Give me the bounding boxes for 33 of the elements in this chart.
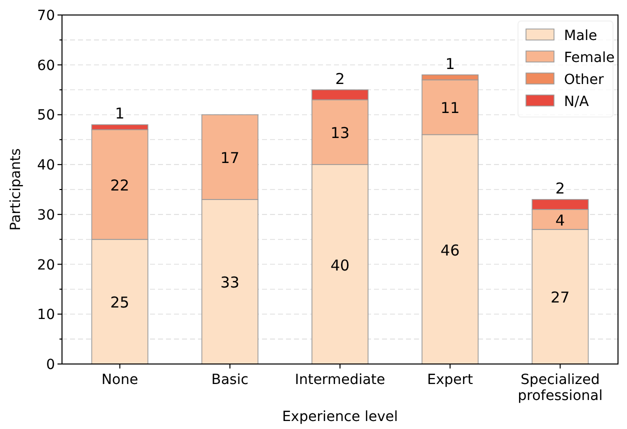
data-label: 1 [445, 54, 455, 73]
y-axis-title: Participants [8, 148, 24, 231]
data-label: 2 [555, 179, 565, 198]
x-tick-label: Specialized professional [518, 372, 603, 404]
legend-label: N/A [564, 94, 590, 110]
data-label: 27 [550, 288, 570, 307]
data-label: 33 [220, 274, 240, 292]
legend-label: Female [564, 50, 615, 66]
data-label: 40 [330, 256, 350, 274]
data-label: 22 [110, 176, 130, 195]
x-tick-label: Basic [211, 372, 248, 388]
y-tick-label: 0 [46, 357, 55, 373]
data-label: 46 [440, 241, 460, 260]
data-label: 2 [335, 70, 345, 88]
x-axis-title: Experience level [282, 409, 398, 425]
y-tick-label: 70 [37, 8, 55, 24]
y-tick-label: 10 [37, 307, 55, 324]
data-label: 17 [220, 149, 240, 168]
x-tick-label: Expert [427, 372, 474, 388]
data-label: 25 [110, 294, 130, 312]
x-tick-label: Intermediate [294, 372, 386, 388]
data-label: 1 [115, 104, 125, 123]
x-tick-label: None [102, 372, 138, 388]
legend-label: Male [564, 28, 598, 44]
data-label: 11 [440, 99, 460, 118]
y-tick-label: 20 [37, 257, 55, 274]
y-tick-label: 60 [37, 58, 55, 74]
y-tick-label: 40 [37, 158, 55, 174]
data-label: 13 [330, 124, 350, 142]
y-tick-label: 50 [37, 108, 55, 124]
y-tick-label: 30 [37, 207, 55, 224]
legend-label: Other [564, 72, 604, 88]
data-label: 4 [555, 211, 565, 230]
